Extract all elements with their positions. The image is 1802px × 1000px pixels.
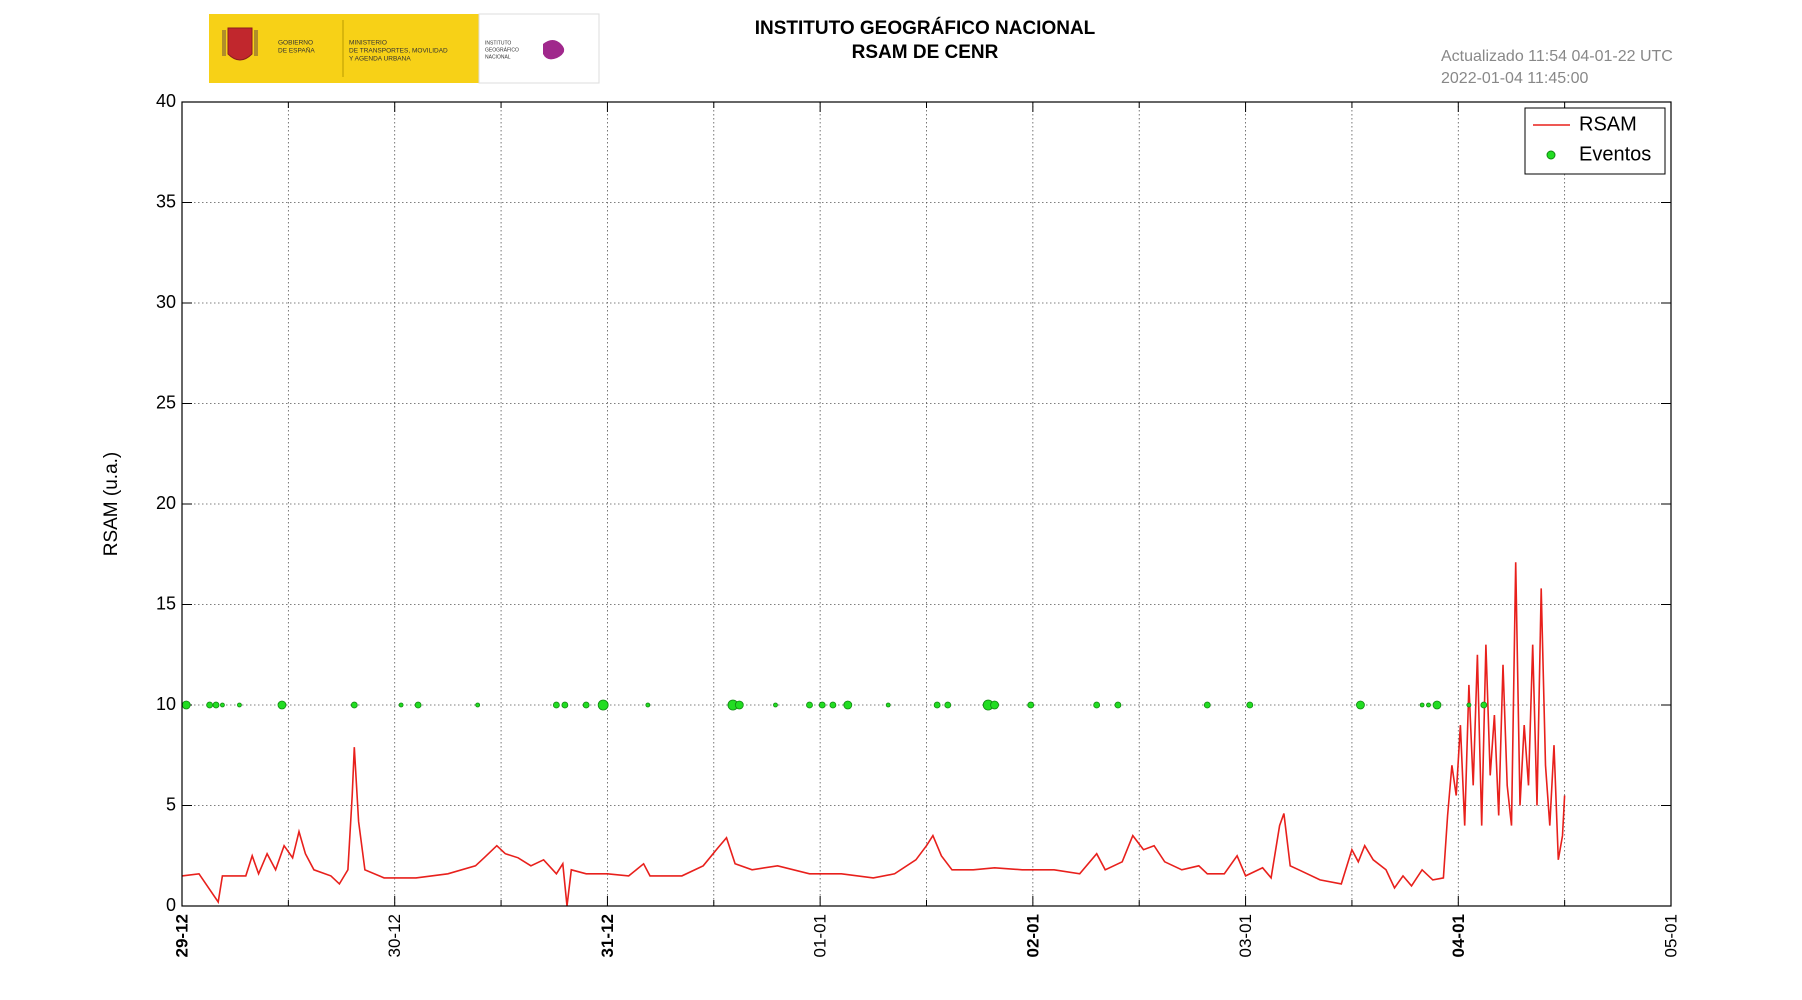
update-note: 2022-01-04 11:45:00: [1441, 70, 1588, 87]
event-point: [1027, 701, 1035, 709]
update-note: Actualizado 11:54 04-01-22 UTC: [1441, 48, 1673, 65]
event-point: [829, 701, 837, 709]
y-tick-label: 0: [166, 895, 176, 915]
x-tick-label: 29-12: [172, 914, 191, 957]
y-tick-label: 20: [156, 493, 176, 513]
event-point: [181, 700, 191, 710]
x-tick-label: 30-12: [385, 914, 404, 957]
logo-text: Y AGENDA URBANA: [349, 56, 411, 63]
logo-text: DE TRANSPORTES, MOVILIDAD: [349, 48, 448, 55]
event-point: [773, 702, 778, 708]
event-point: [212, 701, 220, 709]
logo-text: INSTITUTO: [485, 40, 511, 46]
event-point: [1093, 701, 1101, 709]
x-tick-label: 31-12: [598, 914, 617, 957]
chart-subtitle: RSAM DE CENR: [852, 42, 999, 63]
event-point: [1419, 702, 1425, 708]
legend-label: Eventos: [1579, 143, 1651, 165]
event-point: [1480, 701, 1488, 709]
event-point: [1246, 701, 1254, 709]
event-point: [1203, 701, 1211, 709]
event-point: [1114, 701, 1122, 709]
rsam-line: [181, 562, 1566, 907]
event-point: [1426, 702, 1431, 708]
logo: GOBIERNO DE ESPAÑA MINISTERIO DE TRANSPO…: [209, 13, 600, 84]
x-tick-label: 04-01: [1449, 914, 1468, 957]
logo-band: [478, 13, 600, 84]
y-tick-label: 40: [156, 91, 176, 111]
event-point: [414, 701, 422, 709]
x-tick-label: 01-01: [811, 914, 830, 957]
legend-box: [1524, 107, 1666, 175]
chart-title: INSTITUTO GEOGRÁFICO NACIONAL: [755, 17, 1096, 39]
event-point: [350, 701, 358, 709]
event-point: [990, 700, 999, 710]
event-point: [944, 701, 952, 709]
event-point: [806, 701, 813, 709]
event-point: [818, 701, 826, 709]
event-point: [220, 702, 225, 708]
y-tick-label: 25: [156, 392, 176, 412]
event-point: [475, 702, 481, 708]
event-point: [843, 700, 853, 710]
y-tick-label: 10: [156, 694, 176, 714]
event-point: [398, 702, 404, 708]
y-tick-label: 5: [166, 794, 176, 814]
event-point: [206, 701, 214, 709]
event-point: [582, 701, 590, 709]
x-tick-label: 03-01: [1236, 914, 1255, 957]
logo-text: NACIONAL: [485, 54, 511, 60]
event-point: [1432, 700, 1442, 710]
ign-emblem: [543, 40, 565, 60]
event-point: [1356, 700, 1365, 710]
event-point: [597, 699, 609, 711]
event-point: [885, 702, 891, 708]
event-point: [237, 702, 242, 708]
event-point: [561, 701, 569, 709]
logo-text: GEOGRÁFICO: [485, 46, 519, 53]
y-tick-label: 15: [156, 593, 176, 613]
y-tick-label: 35: [156, 191, 176, 211]
pillar: [254, 30, 258, 56]
event-point: [1466, 702, 1472, 708]
pillar: [222, 30, 226, 56]
event-point: [552, 701, 560, 709]
y-axis-label: RSAM (u.a.): [101, 452, 122, 557]
logo-text: GOBIERNO: [278, 40, 313, 47]
plot-frame: [181, 101, 1672, 907]
legend-swatch: [1546, 150, 1556, 160]
x-tick-label: 05-01: [1661, 914, 1680, 957]
event-point: [277, 700, 287, 710]
logo-text: DE ESPAÑA: [278, 46, 315, 55]
logo-text: MINISTERIO: [349, 40, 387, 47]
event-point: [933, 701, 941, 709]
y-tick-label: 30: [156, 292, 176, 312]
event-point: [645, 702, 651, 708]
x-tick-label: 02-01: [1023, 914, 1042, 957]
coat-of-arms: [227, 27, 253, 61]
legend-label: RSAM: [1579, 113, 1637, 135]
event-point: [734, 700, 744, 710]
